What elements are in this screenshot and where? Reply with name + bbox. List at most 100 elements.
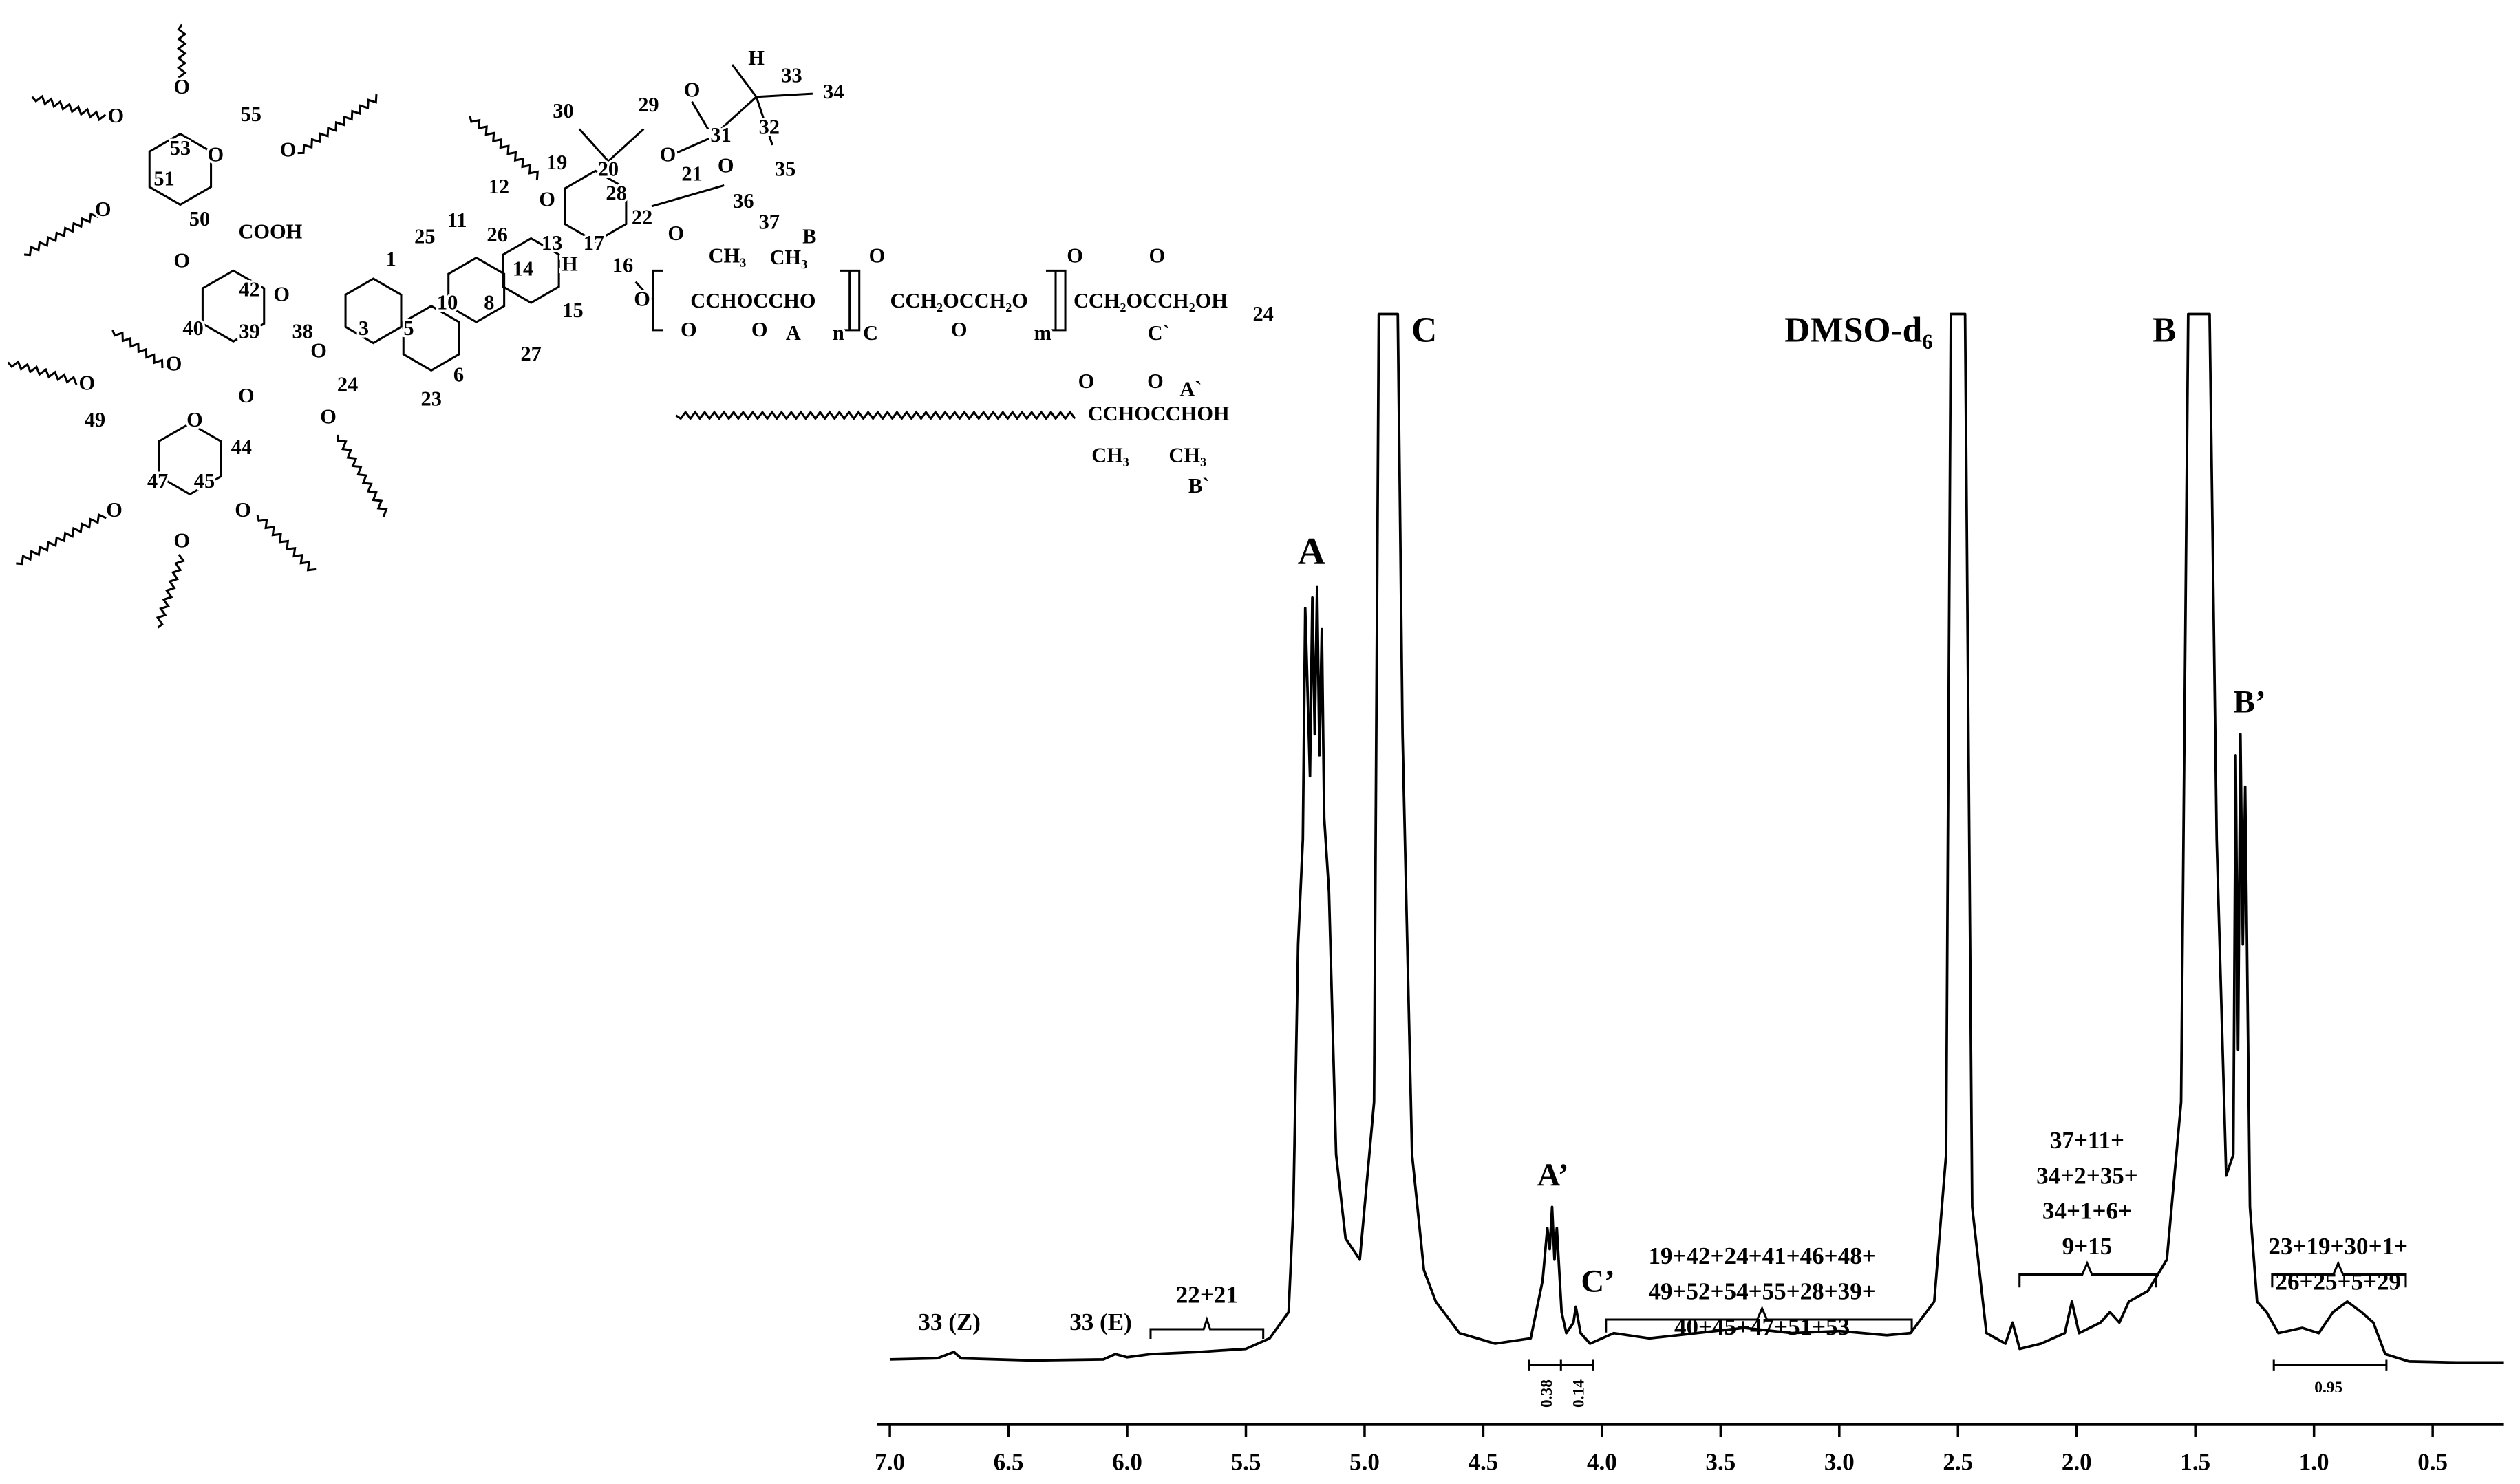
structure-label: O bbox=[681, 318, 697, 341]
peak-label: 19+42+24+41+46+48+ bbox=[1648, 1243, 1875, 1269]
structure-label: O bbox=[173, 249, 190, 272]
structure-label: O bbox=[951, 318, 968, 341]
structure-label: 29 bbox=[638, 93, 659, 116]
brace bbox=[2271, 1260, 2407, 1288]
structure-label: 42 bbox=[239, 278, 259, 301]
peak-label: 34+2+35+ bbox=[2036, 1162, 2138, 1189]
structure-label: O bbox=[751, 318, 768, 341]
peak-label: 26+25+5+29 bbox=[2275, 1269, 2401, 1295]
structure-label: O bbox=[95, 197, 111, 221]
structure-label: 45 bbox=[194, 469, 215, 493]
peak-label: 33 (Z) bbox=[918, 1309, 981, 1335]
structure-label: 30 bbox=[553, 99, 573, 122]
structure-label: O bbox=[320, 405, 337, 428]
wavy-bond bbox=[297, 94, 378, 155]
structure-label: COOH bbox=[238, 220, 302, 244]
x-tick-label: 2.0 bbox=[2062, 1449, 2092, 1476]
structure-label: 39 bbox=[239, 320, 259, 343]
structure-label: O bbox=[186, 408, 203, 431]
spectrum-line bbox=[890, 312, 2504, 1364]
wavy-bond bbox=[31, 94, 107, 122]
structure-label: 26 bbox=[487, 223, 507, 246]
structure-label: O bbox=[106, 498, 122, 521]
wavy-bond bbox=[16, 513, 107, 566]
peak-label: B bbox=[2153, 310, 2176, 350]
structure-label: O bbox=[684, 78, 701, 102]
structure-label: 28 bbox=[606, 181, 626, 204]
structure-label: O bbox=[78, 371, 95, 394]
structure-label: 11 bbox=[447, 208, 467, 232]
x-tick-label: 1.5 bbox=[2180, 1449, 2210, 1476]
x-tick-label: 4.5 bbox=[1469, 1449, 1499, 1476]
x-tick-label: 7.0 bbox=[875, 1449, 905, 1476]
structure-label: C bbox=[863, 321, 878, 345]
structure-label: H bbox=[562, 252, 578, 275]
wavy-bond bbox=[7, 360, 78, 385]
wavy-bond bbox=[675, 410, 1076, 421]
structure-label: 55 bbox=[241, 103, 261, 126]
structure-label: O bbox=[273, 283, 290, 306]
ring bbox=[158, 422, 222, 496]
x-tick-label: 4.0 bbox=[1587, 1449, 1617, 1476]
structure-label: 24 bbox=[1252, 302, 1273, 325]
x-tick-label: 5.5 bbox=[1231, 1449, 1261, 1476]
structure-label: O bbox=[1067, 244, 1083, 268]
peak-label: C bbox=[1411, 310, 1437, 350]
structure-label: O bbox=[208, 142, 224, 166]
structure-label: m bbox=[1034, 321, 1051, 345]
structure-label: 22 bbox=[632, 205, 652, 228]
structure-label: 1 bbox=[386, 247, 396, 270]
x-tick-label: 2.5 bbox=[1943, 1449, 1973, 1476]
structure-label: 21 bbox=[681, 162, 702, 185]
x-tick-label: 1.0 bbox=[2299, 1449, 2329, 1476]
structure-label: 19 bbox=[546, 151, 567, 174]
brace bbox=[1149, 1316, 1265, 1340]
structure-label: 13 bbox=[542, 231, 562, 255]
peak-label: 40+45+47+51+53 bbox=[1674, 1313, 1850, 1340]
x-tick-label: 6.0 bbox=[1112, 1449, 1142, 1476]
peak-label: 37+11+ bbox=[2050, 1127, 2124, 1154]
structure-label: n bbox=[833, 321, 844, 345]
structure-label: 36 bbox=[733, 189, 754, 213]
integral-label: 0.38 bbox=[1538, 1379, 1556, 1408]
ring bbox=[148, 132, 213, 206]
structure-label: A` bbox=[1179, 378, 1202, 401]
structure-label: O bbox=[108, 104, 125, 127]
structure-label: O bbox=[238, 384, 255, 407]
structure-label: H bbox=[748, 46, 765, 69]
peak-label: 33 (E) bbox=[1069, 1309, 1132, 1335]
structure-label: 44 bbox=[231, 435, 252, 459]
peak-label: B’ bbox=[2234, 684, 2266, 720]
structure-label: O bbox=[173, 529, 190, 552]
structure-label: 17 bbox=[584, 231, 604, 255]
structure-label: CH₃ bbox=[770, 246, 808, 269]
ring bbox=[502, 237, 560, 304]
structure-label: O bbox=[539, 188, 555, 211]
structure-label: 8 bbox=[484, 290, 494, 314]
structure-label: 23 bbox=[421, 387, 442, 411]
structure-label: 6 bbox=[453, 363, 464, 387]
ring bbox=[344, 277, 403, 345]
structure-label: O bbox=[310, 339, 327, 363]
brace bbox=[2018, 1260, 2158, 1288]
structure-label: CCHOCCHO bbox=[690, 289, 815, 312]
peak-label: A bbox=[1298, 530, 1326, 573]
integral-label: 0.14 bbox=[1570, 1379, 1588, 1408]
integral-label: 0.95 bbox=[2314, 1379, 2342, 1397]
structure-label: CH₃ bbox=[709, 244, 747, 268]
structure-label: 53 bbox=[170, 136, 191, 160]
structure-label: 31 bbox=[710, 123, 731, 147]
structure-label: O bbox=[1149, 244, 1166, 268]
structure-label: B bbox=[802, 225, 816, 248]
structure-label: O bbox=[173, 75, 190, 98]
structure-label: CCHOCCHOH bbox=[1088, 402, 1230, 425]
peak-label: 9+15 bbox=[2062, 1233, 2113, 1260]
x-tick-label: 3.5 bbox=[1705, 1449, 1736, 1476]
x-tick-label: 0.5 bbox=[2417, 1449, 2448, 1476]
peak-label: 22+21 bbox=[1176, 1281, 1238, 1308]
wavy-bond bbox=[256, 515, 317, 572]
peak-label: 49+52+54+55+28+39+ bbox=[1648, 1278, 1875, 1305]
structure-label: 27 bbox=[520, 342, 541, 365]
structure-label: A bbox=[786, 321, 801, 345]
spectrum: 7.0 6.5 6.0 5.5 5.0 4.5 4.0 3.5 3.0 2.5 2.0 1.5 1.0 0… bbox=[875, 310, 2504, 1476]
